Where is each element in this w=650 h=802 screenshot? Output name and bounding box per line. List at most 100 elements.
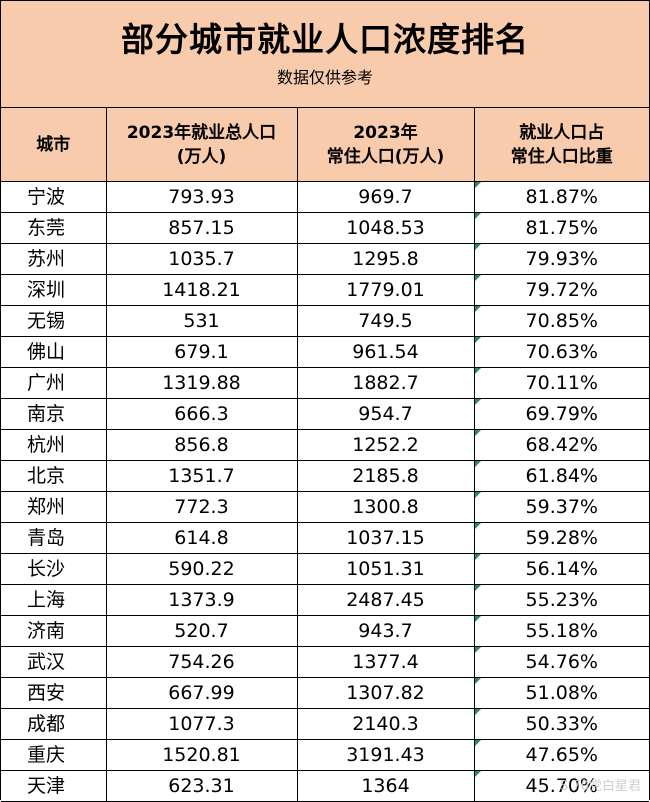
cell-resident[interactable]: 1048.53 xyxy=(296,212,475,244)
cell-employed[interactable]: 1351.7 xyxy=(105,460,298,492)
cell-city[interactable]: 东莞 xyxy=(1,212,107,244)
cell-city[interactable]: 深圳 xyxy=(1,274,107,306)
cell-employed[interactable]: 666.3 xyxy=(105,398,298,430)
cell-ratio[interactable]: 55.18% xyxy=(473,615,649,647)
cell-resident[interactable]: 1779.01 xyxy=(296,274,475,306)
cell-resident[interactable]: 969.7 xyxy=(296,181,475,213)
cell-employed[interactable]: 857.15 xyxy=(105,212,298,244)
cell-city[interactable]: 长沙 xyxy=(1,553,107,585)
cell-employed[interactable]: 772.3 xyxy=(105,491,298,523)
cell-ratio[interactable]: 59.37% xyxy=(473,491,649,523)
cell-ratio[interactable]: 47.65% xyxy=(473,739,649,771)
cell-resident[interactable]: 1377.4 xyxy=(296,646,475,678)
cell-employed[interactable]: 614.8 xyxy=(105,522,298,554)
table-row: 南京 666.3 954.7 69.79% xyxy=(1,398,649,430)
cell-city[interactable]: 广州 xyxy=(1,367,107,399)
table-row: 武汉 754.26 1377.4 54.76% xyxy=(1,646,649,678)
table-row: 深圳 1418.21 1779.01 79.72% xyxy=(1,274,649,306)
cell-ratio[interactable]: 81.87% xyxy=(473,181,649,213)
cell-city[interactable]: 天津 xyxy=(1,770,107,802)
cell-resident[interactable]: 2487.45 xyxy=(296,584,475,616)
cell-employed[interactable]: 754.26 xyxy=(105,646,298,678)
cell-resident[interactable]: 2185.8 xyxy=(296,460,475,492)
cell-city[interactable]: 青岛 xyxy=(1,522,107,554)
table-row: 青岛 614.8 1037.15 59.28% xyxy=(1,522,649,554)
table-row: 苏州 1035.7 1295.8 79.93% xyxy=(1,243,649,275)
cell-employed[interactable]: 1520.81 xyxy=(105,739,298,771)
cell-ratio[interactable]: 70.11% xyxy=(473,367,649,399)
cell-ratio[interactable]: 55.23% xyxy=(473,584,649,616)
cell-city[interactable]: 西安 xyxy=(1,677,107,709)
cell-city[interactable]: 宁波 xyxy=(1,181,107,213)
cell-ratio[interactable]: 70.85% xyxy=(473,305,649,337)
table-row: 东莞 857.15 1048.53 81.75% xyxy=(1,212,649,244)
page-title: 部分城市就业人口浓度排名 xyxy=(121,20,529,59)
header-city: 城市 xyxy=(1,108,107,182)
cell-resident[interactable]: 1051.31 xyxy=(296,553,475,585)
table-row: 成都 1077.3 2140.3 50.33% xyxy=(1,708,649,740)
cell-ratio[interactable]: 51.08% xyxy=(473,677,649,709)
cell-ratio[interactable]: 45.70% xyxy=(473,770,649,802)
cell-city[interactable]: 重庆 xyxy=(1,739,107,771)
cell-city[interactable]: 佛山 xyxy=(1,336,107,368)
cell-ratio[interactable]: 79.72% xyxy=(473,274,649,306)
cell-resident[interactable]: 943.7 xyxy=(296,615,475,647)
cell-employed[interactable]: 856.8 xyxy=(105,429,298,461)
cell-ratio[interactable]: 56.14% xyxy=(473,553,649,585)
cell-city[interactable]: 杭州 xyxy=(1,429,107,461)
cell-ratio[interactable]: 54.76% xyxy=(473,646,649,678)
cell-resident[interactable]: 1252.2 xyxy=(296,429,475,461)
cell-employed[interactable]: 531 xyxy=(105,305,298,337)
cell-city[interactable]: 成都 xyxy=(1,708,107,740)
cell-resident[interactable]: 749.5 xyxy=(296,305,475,337)
cell-employed[interactable]: 1035.7 xyxy=(105,243,298,275)
title-bar: 部分城市就业人口浓度排名 数据仅供参考 xyxy=(1,1,649,108)
header-row: 城市 2023年就业总人口 (万人) 2023年 常住人口(万人) 就业人口占 常住人… xyxy=(1,108,649,182)
cell-employed[interactable]: 1077.3 xyxy=(105,708,298,740)
cell-resident[interactable]: 954.7 xyxy=(296,398,475,430)
table-row: 天津 623.31 1364 45.70% xyxy=(1,770,649,802)
cell-city[interactable]: 上海 xyxy=(1,584,107,616)
cell-ratio[interactable]: 68.42% xyxy=(473,429,649,461)
table-row: 无锡 531 749.5 70.85% xyxy=(1,305,649,337)
cell-ratio[interactable]: 70.63% xyxy=(473,336,649,368)
cell-employed[interactable]: 667.99 xyxy=(105,677,298,709)
cell-employed[interactable]: 520.7 xyxy=(105,615,298,647)
cell-city[interactable]: 郑州 xyxy=(1,491,107,523)
cell-ratio[interactable]: 81.75% xyxy=(473,212,649,244)
cell-employed[interactable]: 1373.9 xyxy=(105,584,298,616)
table-row: 郑州 772.3 1300.8 59.37% xyxy=(1,491,649,523)
cell-resident[interactable]: 1364 xyxy=(296,770,475,802)
cell-ratio[interactable]: 50.33% xyxy=(473,708,649,740)
ranking-table: 城市 2023年就业总人口 (万人) 2023年 常住人口(万人) 就业人口占 常住人… xyxy=(1,108,649,802)
cell-resident[interactable]: 961.54 xyxy=(296,336,475,368)
cell-city[interactable]: 无锡 xyxy=(1,305,107,337)
table-row: 广州 1319.88 1882.7 70.11% xyxy=(1,367,649,399)
cell-employed[interactable]: 1319.88 xyxy=(105,367,298,399)
cell-ratio[interactable]: 69.79% xyxy=(473,398,649,430)
cell-city[interactable]: 南京 xyxy=(1,398,107,430)
cell-resident[interactable]: 3191.43 xyxy=(296,739,475,771)
table-row: 西安 667.99 1307.82 51.08% xyxy=(1,677,649,709)
cell-resident[interactable]: 2140.3 xyxy=(296,708,475,740)
cell-city[interactable]: 北京 xyxy=(1,460,107,492)
page-subtitle: 数据仅供参考 xyxy=(276,68,373,87)
cell-employed[interactable]: 793.93 xyxy=(105,181,298,213)
table-row: 长沙 590.22 1051.31 56.14% xyxy=(1,553,649,585)
cell-city[interactable]: 武汉 xyxy=(1,646,107,678)
cell-city[interactable]: 苏州 xyxy=(1,243,107,275)
cell-ratio[interactable]: 79.93% xyxy=(473,243,649,275)
cell-resident[interactable]: 1307.82 xyxy=(296,677,475,709)
cell-resident[interactable]: 1300.8 xyxy=(296,491,475,523)
cell-employed[interactable]: 1418.21 xyxy=(105,274,298,306)
cell-ratio[interactable]: 61.84% xyxy=(473,460,649,492)
cell-city[interactable]: 济南 xyxy=(1,615,107,647)
cell-resident[interactable]: 1882.7 xyxy=(296,367,475,399)
cell-employed[interactable]: 623.31 xyxy=(105,770,298,802)
cell-employed[interactable]: 679.1 xyxy=(105,336,298,368)
cell-resident[interactable]: 1295.8 xyxy=(296,243,475,275)
cell-resident[interactable]: 1037.15 xyxy=(296,522,475,554)
cell-ratio[interactable]: 59.28% xyxy=(473,522,649,554)
cell-employed[interactable]: 590.22 xyxy=(105,553,298,585)
